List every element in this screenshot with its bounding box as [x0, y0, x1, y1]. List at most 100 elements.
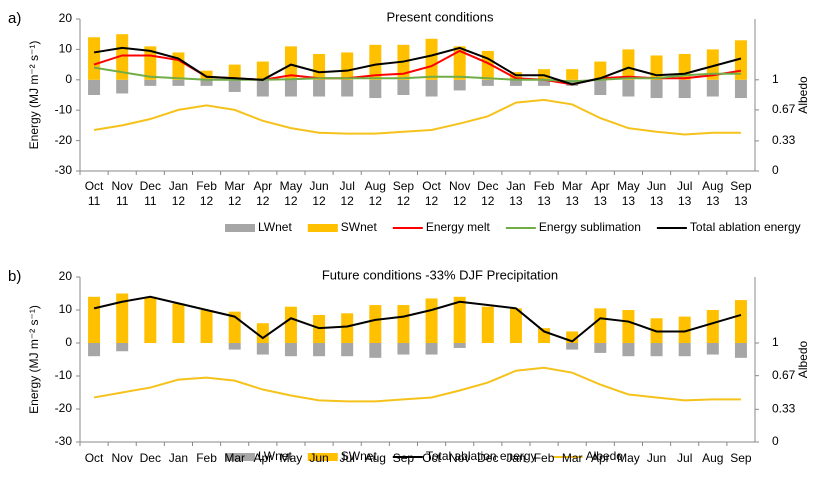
x-tick-label: Apr	[253, 451, 273, 465]
bar	[172, 79, 185, 86]
legend-label: Total ablation energy	[426, 449, 537, 463]
bar	[453, 296, 466, 343]
x-tick-label: Mar	[224, 451, 246, 465]
bar	[678, 343, 691, 357]
x-tick-label: Jun 13	[646, 179, 667, 208]
bar	[88, 79, 101, 95]
x-tick-label: Dec 11	[139, 179, 161, 208]
bar	[425, 38, 438, 80]
bar	[88, 296, 101, 343]
bar	[369, 343, 382, 358]
x-tick-label: Sep 13	[730, 179, 752, 208]
chart-title: Present conditions	[387, 9, 494, 24]
bar	[369, 79, 382, 99]
y-tick-label: 10	[59, 302, 73, 316]
bar	[369, 305, 382, 343]
bar	[284, 46, 297, 80]
y-tick-label: -20	[55, 133, 73, 147]
legend-label: SWnet	[341, 449, 378, 463]
x-tick-label: Sep	[730, 451, 752, 465]
bar	[284, 306, 297, 343]
y2-tick-label: 0.67	[772, 102, 796, 116]
x-tick-label: Sep 12	[392, 179, 415, 208]
bar	[734, 300, 747, 343]
bar	[313, 79, 326, 97]
bar	[256, 323, 269, 343]
bar	[650, 79, 663, 99]
bar	[566, 79, 579, 86]
bar	[256, 79, 269, 97]
legend-label: Energy melt	[426, 220, 491, 234]
bar	[453, 46, 466, 80]
x-tick-label: Apr	[590, 451, 610, 465]
bar	[228, 79, 241, 92]
bar	[200, 70, 213, 80]
bar	[341, 79, 354, 97]
x-tick-label: Feb 12	[196, 179, 217, 208]
legend-swatch	[225, 453, 255, 461]
bar	[425, 79, 438, 97]
line	[93, 295, 742, 343]
bar	[481, 79, 494, 86]
line	[93, 46, 742, 86]
panel-label: a)	[8, 10, 21, 27]
bar	[734, 79, 747, 99]
x-tick-label: Jan 13	[506, 179, 526, 208]
x-tick-label: Oct 11	[84, 179, 104, 208]
legend-label: Total ablation energy	[690, 220, 801, 234]
bar	[313, 53, 326, 80]
legend-label: SWnet	[341, 220, 378, 234]
x-tick-label: Nov	[111, 451, 133, 465]
bar	[622, 343, 635, 357]
bar	[144, 296, 157, 343]
y2-tick-label: 1	[772, 335, 779, 349]
line	[93, 98, 741, 136]
bar	[397, 79, 410, 95]
x-tick-label: Oct	[84, 451, 104, 465]
bar	[594, 79, 607, 95]
legend-label: Albedo	[586, 449, 624, 463]
bar	[566, 343, 579, 350]
bar	[594, 308, 607, 343]
x-tick-label: Jun	[309, 451, 329, 465]
y-tick-label: -10	[55, 368, 73, 382]
legend-swatch	[225, 224, 255, 232]
bar	[284, 79, 297, 97]
bar	[453, 343, 466, 348]
y2-tick-label: 0.67	[772, 368, 796, 382]
bar	[594, 343, 607, 353]
y-axis-title: Energy (MJ m⁻² s⁻¹)	[27, 305, 41, 414]
bar	[397, 343, 410, 355]
y2-axis-title: Albedo	[796, 76, 810, 114]
bar	[116, 343, 129, 352]
bar	[88, 343, 101, 357]
bar	[228, 64, 241, 80]
y-axis-title: Energy (MJ m⁻² s⁻¹)	[27, 41, 41, 150]
x-tick-label: Dec	[477, 451, 499, 465]
x-tick-label: Jul 13	[677, 179, 693, 208]
x-tick-label: Feb	[533, 451, 555, 465]
bar	[116, 79, 129, 94]
bar	[228, 343, 241, 350]
bar	[734, 343, 747, 358]
x-tick-label: Dec	[139, 451, 161, 465]
bar	[116, 293, 129, 343]
legend-swatch	[307, 224, 338, 232]
line	[93, 366, 741, 403]
y-tick-label: 10	[59, 42, 73, 56]
bar	[313, 343, 326, 357]
bar	[594, 61, 607, 80]
bar	[706, 310, 719, 343]
x-tick-label: Oct 12	[422, 179, 441, 208]
bar	[425, 298, 438, 343]
bar	[200, 310, 213, 343]
x-tick-label: May	[617, 451, 640, 465]
bar	[538, 79, 551, 86]
y2-tick-label: 0	[772, 163, 779, 177]
y2-axis-title: Albedo	[796, 340, 810, 378]
y-tick-label: -10	[55, 102, 73, 116]
x-tick-label: Apr 13	[590, 179, 610, 208]
x-tick-label: Aug	[702, 451, 724, 465]
x-tick-label: Jun 12	[309, 179, 329, 208]
